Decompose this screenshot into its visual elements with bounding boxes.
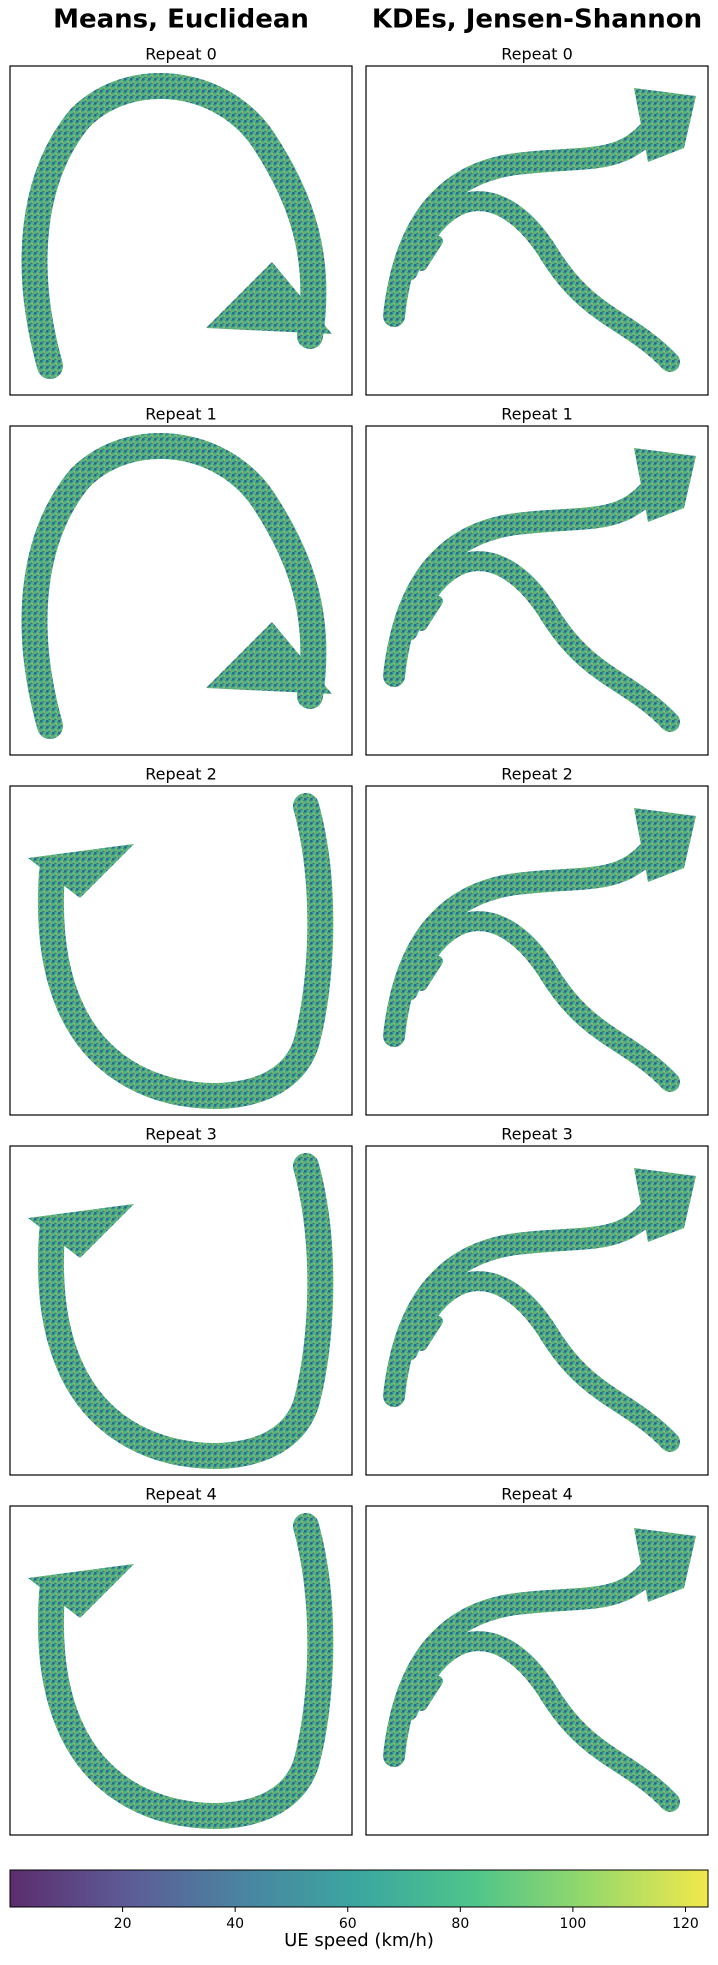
scatter-cloud (383, 1528, 696, 1812)
point-cloud (37, 1513, 334, 1829)
point-cloud (417, 1316, 443, 1351)
panel-title: Repeat 4 (145, 1485, 217, 1504)
colorbar-tick-label: 40 (226, 1916, 244, 1932)
point-cloud (398, 1271, 680, 1452)
scatter-cloud (28, 1153, 334, 1469)
column-title: KDEs, Jensen-Shannon (372, 5, 702, 35)
panel-title: Repeat 1 (501, 405, 573, 424)
point-cloud (398, 911, 680, 1092)
panel-title: Repeat 0 (145, 45, 217, 64)
colorbar-tick-label: 60 (339, 1916, 357, 1932)
panel-frame (365, 65, 709, 396)
colorbar-tick-label: 80 (451, 1916, 469, 1932)
panel-title: Repeat 2 (501, 765, 573, 784)
panel-title: Repeat 4 (501, 1485, 573, 1504)
panel-title: Repeat 3 (145, 1125, 217, 1144)
colorbar-tick-label: 20 (114, 1916, 132, 1932)
scatter-cloud (28, 1513, 334, 1829)
scatter-cloud (21, 433, 332, 739)
colorbar-label: UE speed (km/h) (284, 1930, 434, 1951)
panel-frame (9, 65, 353, 396)
panel-frame (9, 425, 353, 756)
panel-frame (365, 785, 709, 1116)
panel-frame (9, 1505, 353, 1836)
point-cloud (634, 808, 696, 882)
point-cloud (398, 1631, 680, 1812)
point-cloud (417, 956, 443, 991)
panel-frame (9, 785, 353, 1116)
point-cloud (37, 1153, 334, 1469)
colorbar (9, 1869, 709, 1908)
colorbar-tick-label: 100 (560, 1916, 587, 1932)
point-cloud (634, 1528, 696, 1602)
point-cloud (398, 191, 680, 372)
point-cloud (634, 88, 696, 162)
point-cloud (28, 1564, 134, 1618)
point-cloud (21, 73, 327, 379)
scatter-cloud (383, 448, 696, 732)
point-cloud (37, 793, 334, 1109)
panel-title: Repeat 2 (145, 765, 217, 784)
panel-frame (365, 425, 709, 756)
panel-frame (9, 1145, 353, 1476)
point-cloud (206, 622, 332, 694)
point-cloud (417, 1676, 443, 1711)
scatter-cloud (21, 73, 332, 379)
panel-title: Repeat 3 (501, 1125, 573, 1144)
point-cloud (417, 236, 443, 271)
panel-title: Repeat 1 (145, 405, 217, 424)
panel-frame (365, 1145, 709, 1476)
point-cloud (398, 551, 680, 732)
point-cloud (28, 1204, 134, 1258)
point-cloud (634, 1168, 696, 1242)
point-cloud (28, 844, 134, 898)
column-title: Means, Euclidean (53, 5, 309, 35)
scatter-cloud (383, 88, 696, 372)
scatter-cloud (383, 808, 696, 1092)
point-cloud (634, 448, 696, 522)
point-cloud (21, 433, 327, 739)
panel-frame (365, 1505, 709, 1836)
point-cloud (206, 262, 332, 334)
scatter-cloud (28, 793, 334, 1109)
panel-title: Repeat 0 (501, 45, 573, 64)
point-cloud (417, 596, 443, 631)
scatter-cloud (383, 1168, 696, 1452)
colorbar-tick-label: 120 (672, 1916, 699, 1932)
